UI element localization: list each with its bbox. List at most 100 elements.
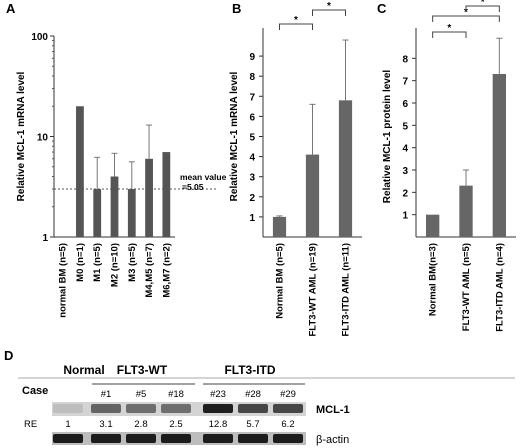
mcl1-band bbox=[91, 404, 121, 413]
mcl1-band bbox=[161, 404, 191, 413]
case-label: Case bbox=[22, 385, 48, 397]
actin-band bbox=[273, 434, 303, 443]
panel-b-letter: B bbox=[232, 1, 241, 16]
band-label-actin: β-actin bbox=[316, 434, 349, 446]
bar bbox=[93, 189, 102, 237]
y-tick-label: 5 bbox=[249, 133, 255, 144]
mcl1-band bbox=[126, 404, 156, 413]
actin-band bbox=[203, 434, 233, 443]
mean-value-label: =5.05 bbox=[182, 182, 204, 192]
bar bbox=[492, 73, 506, 237]
x-tick-label: M1 (n=5) bbox=[92, 243, 103, 282]
significance-bracket bbox=[465, 5, 500, 12]
re-value: 1 bbox=[65, 419, 70, 430]
significance-bracket bbox=[312, 9, 346, 16]
panel-c-letter: C bbox=[377, 1, 387, 16]
actin-band bbox=[91, 434, 121, 443]
y-tick-label: 1 bbox=[402, 211, 408, 222]
bar bbox=[272, 216, 287, 237]
significance-star: * bbox=[327, 1, 331, 12]
significance-bracket bbox=[279, 23, 313, 30]
bar bbox=[76, 106, 84, 237]
bar bbox=[145, 158, 153, 237]
actin-band bbox=[53, 434, 83, 443]
significance-bracket bbox=[432, 15, 500, 22]
bar bbox=[459, 185, 473, 237]
actin-band bbox=[126, 434, 156, 443]
y-tick-label: 7 bbox=[249, 92, 255, 103]
x-tick-label: FLT3-ITD AML (n=4) bbox=[494, 243, 505, 332]
case-id: #5 bbox=[136, 389, 147, 400]
x-tick-label: FLT3-WT AML (n=19) bbox=[308, 243, 319, 337]
case-id: #1 bbox=[101, 389, 112, 400]
group-label-flt3-itd: FLT3-ITD bbox=[224, 363, 275, 377]
bar bbox=[110, 176, 119, 237]
y-tick-label: 6 bbox=[249, 112, 255, 123]
mcl1-band bbox=[238, 404, 268, 413]
bar bbox=[305, 154, 320, 237]
re-label: RE bbox=[24, 419, 37, 430]
x-tick-label: FLT3-ITD AML (n=11) bbox=[341, 243, 352, 337]
y-axis-label: Relative MCL-1 mRNA level bbox=[229, 71, 240, 201]
y-tick-label: 4 bbox=[402, 144, 408, 155]
mcl1-band bbox=[53, 404, 83, 413]
y-tick-label: 8 bbox=[402, 54, 408, 65]
actin-band bbox=[238, 434, 268, 443]
panel-c: C 1 2 3 4 5 6 7 8 Relative MCL-1 protein level No… bbox=[377, 0, 516, 332]
actin-band bbox=[161, 434, 191, 443]
y-tick-label: 2 bbox=[402, 188, 408, 199]
y-tick-label: 6 bbox=[402, 99, 408, 110]
re-value: 12.8 bbox=[209, 419, 228, 430]
x-tick-label: normal BM (n=5) bbox=[58, 243, 69, 318]
y-tick-label: 100 bbox=[31, 32, 48, 43]
x-tick-label: M4,M5 (n=7) bbox=[144, 243, 155, 298]
panel-d-letter: D bbox=[4, 348, 13, 363]
y-tick-label: 2 bbox=[249, 193, 255, 204]
x-tick-label: M2 (n=10) bbox=[110, 243, 121, 287]
panel-a: A 1 10 100 Relative MCL-1 mRNA level normal … bbox=[6, 1, 227, 318]
x-tick-label: M6,M7 (n=2) bbox=[161, 243, 172, 298]
significance-star: * bbox=[481, 0, 485, 8]
panel-b: B 1 2 3 4 5 6 7 8 9 Relative MCL-1 mRNA level Norm… bbox=[229, 1, 362, 337]
y-tick-label: 3 bbox=[249, 173, 255, 184]
x-tick-label: Normal BM (n=5) bbox=[275, 243, 286, 319]
bar bbox=[426, 214, 440, 237]
case-id: #18 bbox=[168, 389, 184, 400]
group-label-flt3-wt: FLT3-WT bbox=[117, 363, 168, 377]
significance-bracket bbox=[432, 31, 467, 38]
significance-star: * bbox=[464, 7, 468, 18]
case-id: #29 bbox=[280, 389, 296, 400]
bar bbox=[162, 152, 171, 237]
mean-label: mean value bbox=[180, 172, 227, 182]
y-axis-label: Relative MCL-1 mRNA level bbox=[16, 71, 27, 201]
y-tick-label: 1 bbox=[42, 233, 48, 244]
re-value: 5.7 bbox=[246, 419, 259, 430]
y-tick-label: 3 bbox=[402, 166, 408, 177]
significance-star: * bbox=[294, 15, 298, 26]
significance-star: * bbox=[447, 23, 451, 34]
x-tick-label: Normal BM(n=3) bbox=[428, 243, 439, 316]
y-tick-label: 7 bbox=[402, 77, 408, 88]
mcl1-band bbox=[273, 404, 303, 413]
y-tick-label: 8 bbox=[249, 72, 255, 83]
y-tick-label: 5 bbox=[402, 121, 408, 132]
x-tick-label: M0 (n=1) bbox=[75, 243, 86, 282]
y-tick-label: 1 bbox=[249, 213, 255, 224]
y-tick-label: 10 bbox=[37, 133, 49, 144]
bar bbox=[127, 189, 136, 237]
x-tick-label: M3 (n=5) bbox=[127, 243, 138, 282]
y-tick-label: 4 bbox=[249, 153, 255, 164]
bar bbox=[338, 100, 353, 237]
panel-d: D Normal FLT3-WT FLT3-ITD Case #1 #5 #18 #23 #28… bbox=[4, 348, 515, 446]
panel-a-letter: A bbox=[6, 1, 16, 16]
y-tick-label: 9 bbox=[249, 52, 255, 63]
re-value: 2.8 bbox=[134, 419, 147, 430]
re-value: 6.2 bbox=[281, 419, 294, 430]
x-tick-label: FLT3-WT AML (n=5) bbox=[461, 243, 472, 331]
group-label-normal: Normal bbox=[63, 363, 104, 377]
case-id: #23 bbox=[210, 389, 226, 400]
mcl1-band bbox=[203, 404, 233, 413]
re-value: 2.5 bbox=[169, 419, 182, 430]
y-axis-label: Relative MCL-1 protein level bbox=[382, 70, 393, 204]
